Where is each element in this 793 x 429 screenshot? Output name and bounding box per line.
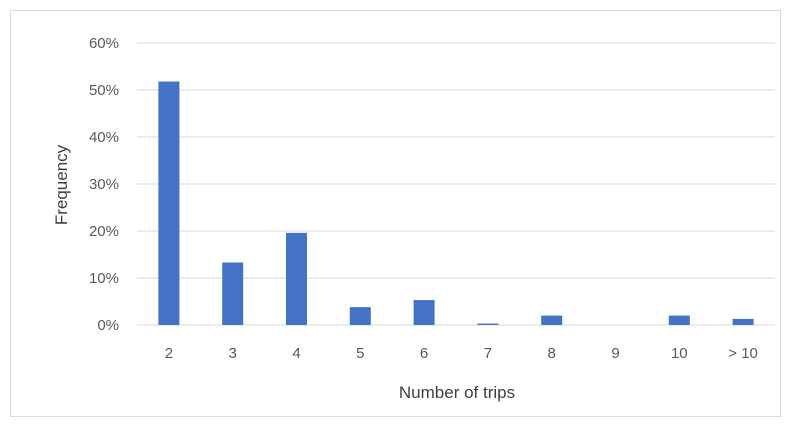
gridlines bbox=[137, 42, 775, 326]
bars bbox=[158, 81, 754, 325]
x-tick-label: 8 bbox=[548, 345, 556, 362]
y-tick-label: 60% bbox=[89, 35, 119, 52]
bar bbox=[158, 81, 180, 325]
x-tick-label: 4 bbox=[292, 345, 300, 362]
y-tick-label: 0% bbox=[97, 317, 119, 334]
x-tick-label: 7 bbox=[484, 345, 492, 362]
y-tick-label: 50% bbox=[89, 82, 119, 99]
x-tick-label: 9 bbox=[611, 345, 619, 362]
x-tick-label: 10 bbox=[671, 345, 688, 362]
bar bbox=[286, 232, 307, 325]
bar bbox=[349, 307, 371, 325]
y-axis-title: Frequency bbox=[52, 144, 71, 225]
x-tick-label: 5 bbox=[356, 345, 364, 362]
x-tick-label: 2 bbox=[165, 345, 173, 362]
y-axis-ticks: 0% 10% 20% 30% 40% 50% 60% bbox=[89, 35, 119, 334]
y-tick-label: 20% bbox=[89, 223, 119, 240]
x-tick-label: 6 bbox=[420, 345, 428, 362]
y-tick-label: 40% bbox=[89, 129, 119, 146]
bar bbox=[413, 300, 435, 325]
x-tick-label: > 10 bbox=[728, 345, 758, 362]
chart-frame bbox=[10, 10, 781, 417]
bar bbox=[222, 262, 244, 325]
bar bbox=[732, 318, 754, 325]
bar bbox=[668, 315, 690, 325]
x-tick-label: 3 bbox=[229, 345, 237, 362]
bar bbox=[541, 315, 563, 325]
y-tick-label: 30% bbox=[89, 176, 119, 193]
x-axis-ticks: 2 3 4 5 6 7 8 9 10 > 10 bbox=[165, 345, 758, 362]
y-tick-label: 10% bbox=[89, 270, 119, 287]
x-axis-title: Number of trips bbox=[399, 383, 515, 402]
bar bbox=[477, 323, 499, 325]
